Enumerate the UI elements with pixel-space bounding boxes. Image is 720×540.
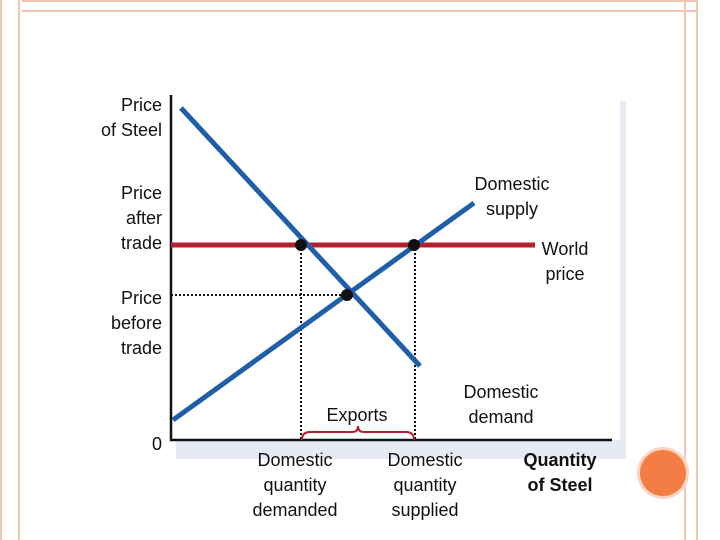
supply-curve [171,200,476,423]
domestic-supply-line-2: supply [485,199,539,219]
domestic-supply-line-1: Domestic [474,174,550,194]
frame-left-border [0,0,20,540]
frame-top-border [22,0,698,12]
quantity-demanded-line-3: demanded [252,500,338,520]
world-price-line-1: World [541,239,589,259]
supply-point-at-world-price [408,239,420,251]
world-price-line-2: price [545,264,585,284]
demand-curve [179,106,422,368]
demand-point-at-world-price [295,239,307,251]
y-axis-label-line-1: Price [120,95,162,115]
quantity-supplied-line-1: Domestic [387,450,463,470]
decorative-orange-circle [640,450,686,496]
price-before-trade-label: Price before trade [80,286,162,361]
quantity-supplied-line-2: quantity [393,475,457,495]
plot-area [170,95,620,440]
y-axis-label-line-2: of Steel [100,120,162,140]
quantity-supplied-label: Domestic quantity supplied [370,448,480,523]
quantity-demanded-line-2: quantity [263,475,327,495]
x-axis-label-line-2: of Steel [527,475,593,495]
price-before-line-3: trade [120,338,162,358]
domestic-demand-line-1: Domestic [463,382,539,402]
origin-label: 0 [151,434,162,454]
price-before-line-1: Price [120,288,162,308]
price-after-line-1: Price [120,183,162,203]
frame-right-border [684,0,698,540]
price-after-line-3: trade [120,233,162,253]
domestic-demand-line-2: demand [468,407,534,427]
price-after-trade-label: Price after trade [80,181,162,256]
world-price-label: World price [530,237,600,287]
price-before-line-2: before [110,313,162,333]
exports-brace [301,425,415,441]
quantity-demanded-label: Domestic quantity demanded [235,448,355,523]
quantity-demanded-line-1: Domestic [257,450,333,470]
domestic-equilibrium-point [341,289,353,301]
x-axis-label-line-1: Quantity [523,450,597,470]
y-axis-label: Price of Steel [80,93,162,143]
quantity-supplied-line-3: supplied [391,500,459,520]
domestic-demand-label: Domestic demand [451,380,551,430]
price-after-line-2: after [125,208,162,228]
x-axis-label: Quantity of Steel [505,448,615,498]
domestic-supply-label: Domestic supply [462,172,562,222]
exports-label: Exports [326,405,388,425]
